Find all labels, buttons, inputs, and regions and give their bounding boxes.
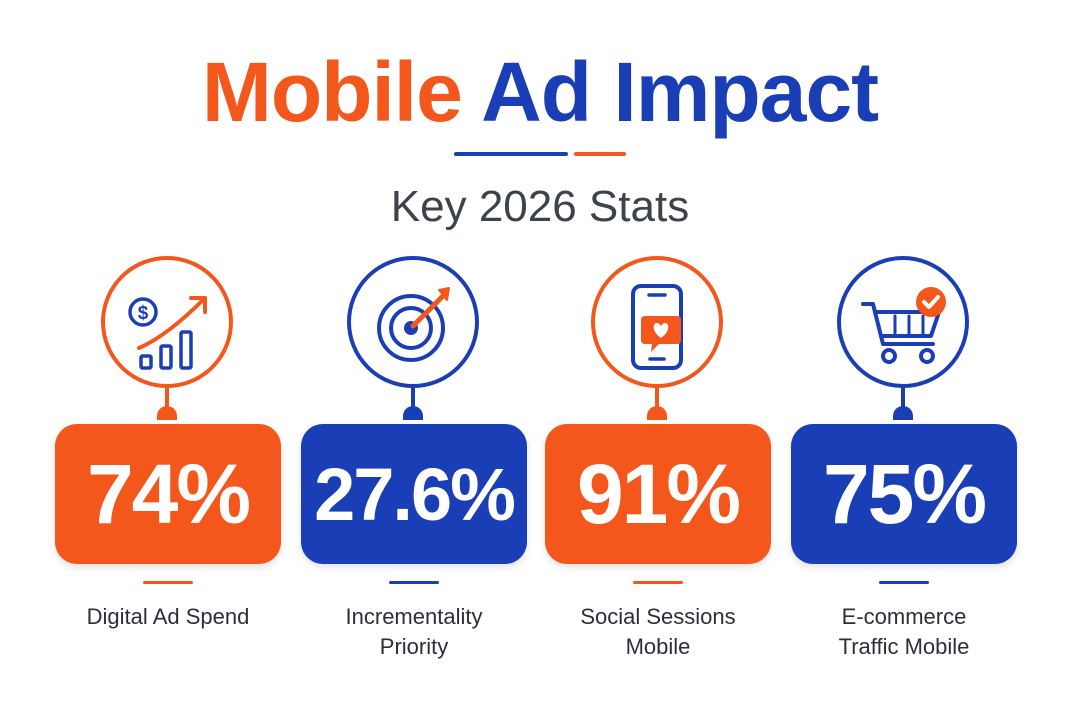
stat-label: Social Sessions Mobile [580,604,736,659]
icon-circle: $ [101,256,233,388]
connector-stem [411,386,415,410]
connector-knob [157,406,177,420]
label-dash [633,581,683,584]
dollar-growth-chart-icon: $ [128,296,207,370]
stat-value-box: 27.6% [301,424,527,564]
stat-value: 74% [86,446,251,541]
icon-circle [591,256,723,388]
connector-knob [893,406,913,420]
label-dash [389,581,439,584]
cart-check-icon [861,287,946,364]
connector-knob [403,406,423,420]
stat-value: 27.6% [314,452,516,536]
title-word-ad-impact: Ad Impact [481,45,879,139]
title-underline-orange [574,152,626,156]
page-subtitle: Key 2026 Stats [390,182,690,231]
connector-stem [655,386,659,410]
connector-knob [647,406,667,420]
stat-label: E-commerce Traffic Mobile [838,604,970,659]
connector-stem [165,386,169,410]
label-dash [879,581,929,584]
title-word-mobile: Mobile [201,45,463,139]
title-underline-blue [454,152,568,156]
connector-stem [901,386,905,410]
svg-text:$: $ [138,303,149,324]
stat-value: 91% [576,446,741,541]
target-arrow-icon [377,287,450,362]
phone-heart-icon [631,284,683,370]
stat-card-ecommerce-traffic-mobile: 75% E-commerce Traffic Mobile [791,256,1021,659]
stat-label: Digital Ad Spend [86,604,250,629]
stat-card-social-sessions-mobile: 91% Social Sessions Mobile [545,256,775,659]
stat-value-box: 91% [545,424,771,564]
stat-card-incrementality-priority: 27.6% Incrementality Priority [301,256,531,659]
stat-card-digital-ad-spend: $ 74% Digital Ad Spend [55,256,285,656]
icon-circle [837,256,969,388]
stat-value-box: 75% [791,424,1017,564]
label-dash [143,581,193,584]
stat-label: Incrementality Priority [345,604,483,659]
stat-value: 75% [822,446,987,541]
icon-circle [347,256,479,388]
stat-value-box: 74% [55,424,281,564]
page-title: Mobile Ad Impact [0,44,1080,140]
